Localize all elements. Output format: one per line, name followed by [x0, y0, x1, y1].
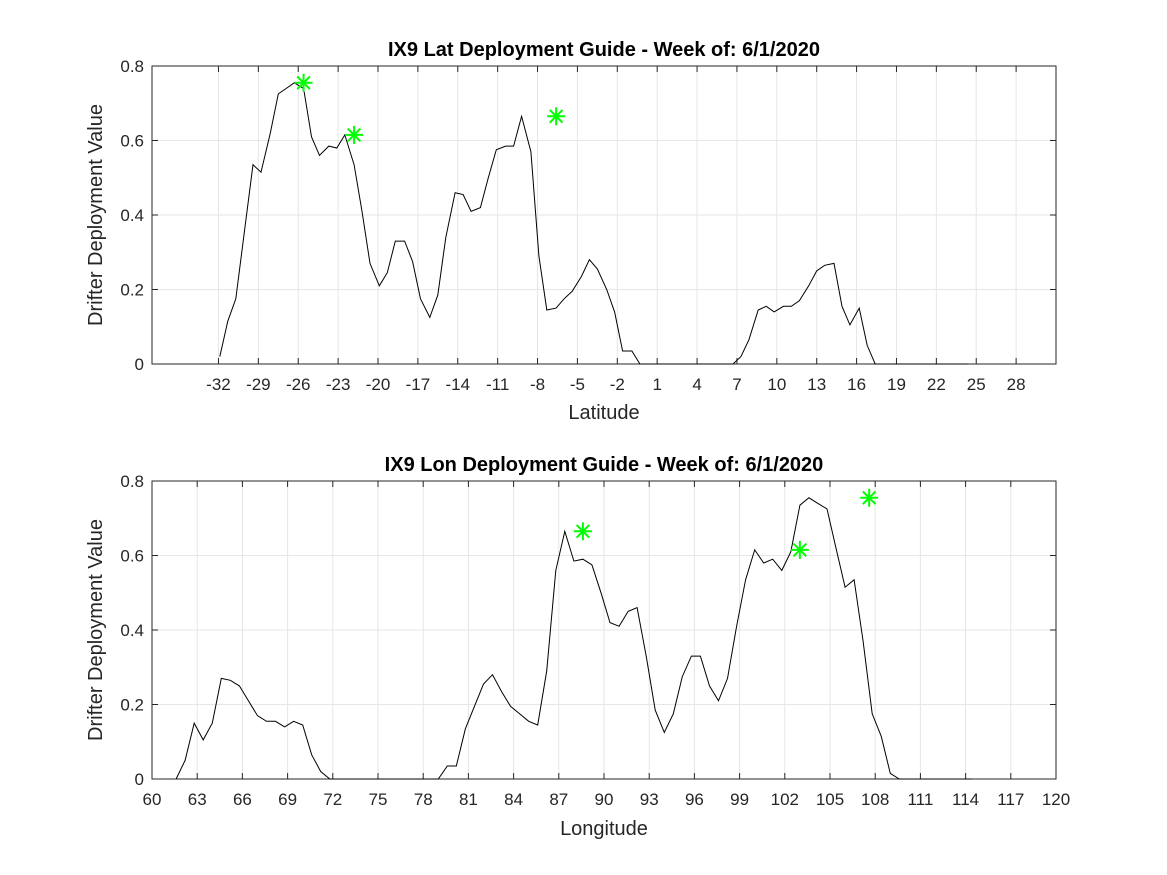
longitude-x-tick-label: 81 — [459, 790, 478, 809]
latitude-y-tick-label: 0 — [135, 355, 144, 374]
latitude-chart: -32 -29 -26 -23 -20 -17 -14 -11 -8 -5 -2 1 4 7 10 13 16 1… — [85, 39, 1057, 424]
latitude-x-tick-label: -11 — [486, 375, 509, 394]
latitude-x-tick-label: 28 — [1007, 375, 1026, 394]
longitude-series-line — [175, 497, 972, 780]
latitude-chart-title: IX9 Lat Deployment Guide - Week of: 6/1/… — [388, 39, 820, 61]
latitude-x-tick-label: -20 — [366, 375, 391, 394]
longitude-x-tick-label: 66 — [233, 790, 252, 809]
latitude-x-tick-label: 4 — [692, 375, 701, 394]
longitude-y-tick-label: 0.8 — [120, 472, 144, 491]
longitude-x-tick-label: 108 — [861, 790, 889, 809]
longitude-x-axis-label: Longitude — [560, 818, 648, 840]
longitude-y-ticks: 0 0.2 0.4 0.6 0.8 — [120, 472, 1056, 789]
longitude-x-tick-label: 69 — [278, 790, 297, 809]
longitude-x-tick-label: 87 — [549, 790, 568, 809]
longitude-x-tick-label: 60 — [143, 790, 162, 809]
longitude-x-tick-label: 93 — [640, 790, 659, 809]
longitude-y-tick-label: 0.6 — [120, 547, 144, 566]
latitude-x-tick-label: 19 — [887, 375, 906, 394]
longitude-x-tick-label: 72 — [323, 790, 342, 809]
latitude-series-line — [219, 82, 969, 365]
latitude-x-tick-label: -26 — [286, 375, 311, 394]
latitude-x-tick-label: -32 — [206, 375, 231, 394]
longitude-x-tick-label: 102 — [771, 790, 799, 809]
longitude-x-tick-label: 63 — [188, 790, 207, 809]
longitude-peak-marker — [790, 540, 809, 559]
latitude-peak-marker — [294, 73, 313, 92]
longitude-peak-markers — [573, 488, 879, 559]
latitude-y-tick-label: 0.8 — [120, 57, 144, 76]
latitude-x-tick-label: -14 — [445, 375, 470, 394]
latitude-x-tick-label: 10 — [767, 375, 786, 394]
latitude-x-tick-label: 25 — [967, 375, 986, 394]
longitude-x-tick-label: 90 — [595, 790, 614, 809]
latitude-x-tick-label: -29 — [246, 375, 271, 394]
latitude-x-tick-label: 16 — [847, 375, 866, 394]
latitude-y-tick-label: 0.2 — [120, 281, 144, 300]
latitude-y-tick-label: 0.6 — [120, 132, 144, 151]
longitude-x-tick-label: 75 — [369, 790, 388, 809]
latitude-peak-markers — [294, 73, 566, 144]
longitude-y-tick-label: 0.4 — [120, 621, 144, 640]
latitude-x-tick-label: -17 — [406, 375, 431, 394]
latitude-x-tick-label: -8 — [530, 375, 545, 394]
longitude-x-tick-label: 120 — [1042, 790, 1070, 809]
longitude-y-tick-label: 0.2 — [120, 696, 144, 715]
longitude-y-tick-label: 0 — [135, 770, 144, 789]
latitude-y-tick-label: 0.4 — [120, 206, 144, 225]
latitude-x-tick-label: 1 — [652, 375, 661, 394]
longitude-peak-marker — [573, 522, 592, 541]
longitude-grid — [151, 480, 1057, 780]
latitude-peak-marker — [547, 107, 566, 126]
longitude-x-ticks: 60 63 66 69 72 75 78 81 84 87 90 93 96 99 102 105 108 111… — [143, 481, 1070, 809]
latitude-x-tick-label: 7 — [732, 375, 741, 394]
latitude-x-tick-label: 13 — [807, 375, 826, 394]
longitude-x-tick-label: 99 — [730, 790, 749, 809]
latitude-x-tick-label: -5 — [570, 375, 585, 394]
latitude-peak-marker — [345, 125, 364, 144]
longitude-x-tick-label: 96 — [685, 790, 704, 809]
longitude-x-tick-label: 117 — [997, 790, 1024, 809]
longitude-x-tick-label: 78 — [414, 790, 433, 809]
latitude-x-tick-label: -2 — [610, 375, 625, 394]
latitude-y-ticks: 0 0.2 0.4 0.6 0.8 — [120, 57, 1056, 374]
latitude-x-tick-label: 22 — [927, 375, 946, 394]
longitude-x-tick-label: 84 — [504, 790, 523, 809]
longitude-x-tick-label: 105 — [816, 790, 844, 809]
latitude-x-ticks: -32 -29 -26 -23 -20 -17 -14 -11 -8 -5 -2 1 4 7 10 13 16 1… — [206, 66, 1026, 394]
longitude-chart: 60 63 66 69 72 75 78 81 84 87 90 93 96 99 102 105 108 111… — [85, 454, 1070, 840]
longitude-peak-marker — [860, 488, 879, 507]
latitude-y-axis-label: Drifter Deployment Value — [85, 104, 107, 326]
longitude-x-tick-label: 114 — [952, 790, 979, 809]
latitude-x-axis-label: Latitude — [568, 402, 639, 424]
latitude-x-tick-label: -23 — [326, 375, 351, 394]
longitude-chart-title: IX9 Lon Deployment Guide - Week of: 6/1/… — [385, 454, 824, 476]
longitude-x-tick-label: 111 — [907, 790, 933, 809]
longitude-y-axis-label: Drifter Deployment Value — [85, 519, 107, 741]
